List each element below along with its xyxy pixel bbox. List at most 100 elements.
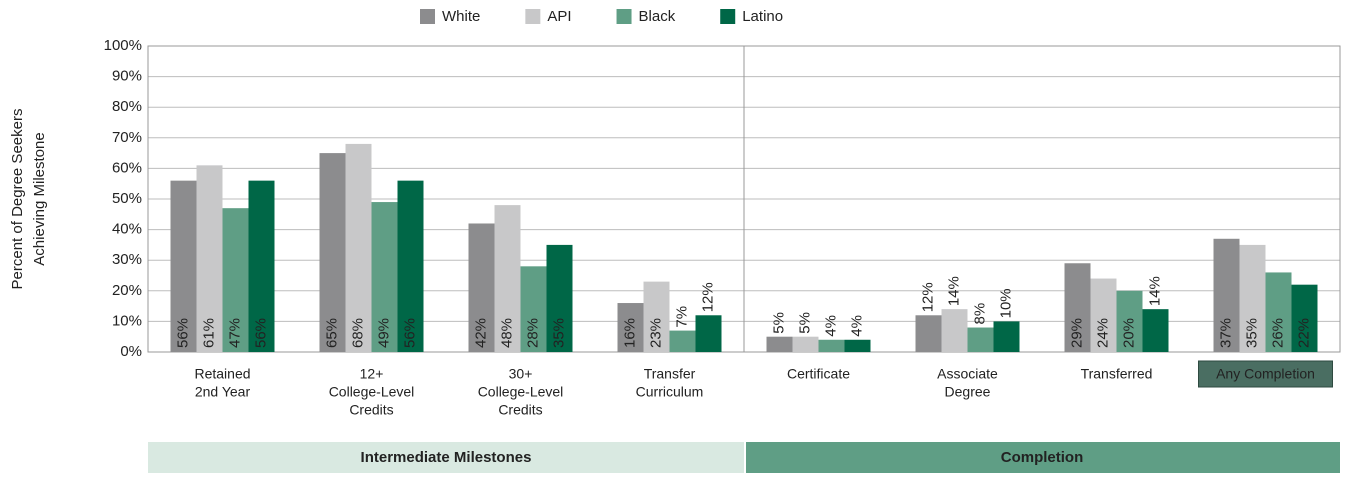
value-label: 23% xyxy=(647,318,664,348)
y-tick-label: 40% xyxy=(112,221,142,238)
value-label: 4% xyxy=(822,315,839,337)
value-label: 56% xyxy=(252,318,269,348)
x-tick-label: Transfer xyxy=(644,366,696,382)
bar xyxy=(520,266,547,352)
x-tick-label: Associate xyxy=(937,366,998,382)
x-tick-label: Transferred xyxy=(1081,366,1153,382)
bar xyxy=(818,339,845,352)
value-label: 65% xyxy=(323,318,340,348)
bar xyxy=(792,336,819,352)
x-tick-label: Curriculum xyxy=(636,384,704,400)
value-label: 28% xyxy=(524,318,541,348)
x-tick-label: Credits xyxy=(498,402,542,418)
bar xyxy=(1213,238,1240,352)
legend-swatch xyxy=(720,9,736,24)
x-tick-label: Any Completion xyxy=(1216,366,1315,382)
group-label: Intermediate Milestones xyxy=(361,449,532,466)
value-label: 8% xyxy=(971,303,988,325)
value-label: 48% xyxy=(498,318,515,348)
value-label: 24% xyxy=(1094,318,1111,348)
legend-swatch xyxy=(616,9,632,24)
x-tick-label: Retained xyxy=(194,366,250,382)
x-tick-label: College-Level xyxy=(329,384,415,400)
value-label: 29% xyxy=(1068,318,1085,348)
y-tick-label: 0% xyxy=(120,343,142,360)
value-label: 37% xyxy=(1217,318,1234,348)
y-tick-label: 50% xyxy=(112,190,142,207)
value-label: 42% xyxy=(472,318,489,348)
legend-swatch xyxy=(420,9,435,24)
bar xyxy=(397,180,424,352)
y-tick-label: 30% xyxy=(112,251,142,268)
value-label: 12% xyxy=(699,282,716,312)
value-label: 12% xyxy=(919,282,936,312)
value-label: 22% xyxy=(1295,318,1312,348)
bar xyxy=(1291,284,1318,352)
group-band xyxy=(148,442,744,473)
bar xyxy=(617,303,644,352)
bar xyxy=(468,223,495,352)
legend-label: Latino xyxy=(742,8,783,25)
bar xyxy=(1116,290,1143,352)
y-tick-label: 60% xyxy=(112,159,142,176)
group-label: Completion xyxy=(1001,449,1084,466)
value-label: 49% xyxy=(375,318,392,348)
bar xyxy=(222,208,249,352)
value-label: 14% xyxy=(1146,276,1163,306)
bar xyxy=(345,143,372,352)
bar xyxy=(248,180,275,352)
value-label: 20% xyxy=(1120,318,1137,348)
category-highlight xyxy=(1198,360,1333,388)
value-label: 5% xyxy=(796,312,813,334)
group-band xyxy=(746,442,1340,473)
bar xyxy=(941,309,968,352)
value-label: 47% xyxy=(226,318,243,348)
x-tick-label: 2nd Year xyxy=(195,384,251,400)
bar xyxy=(993,321,1020,352)
bar xyxy=(546,244,573,352)
y-tick-label: 100% xyxy=(104,37,142,54)
value-label: 68% xyxy=(349,318,366,348)
value-label: 14% xyxy=(945,276,962,306)
value-label: 16% xyxy=(621,318,638,348)
legend-swatch xyxy=(525,9,541,24)
bar xyxy=(844,339,871,352)
legend-label: White xyxy=(442,8,480,25)
value-label: 56% xyxy=(174,318,191,348)
bar xyxy=(915,315,942,352)
x-tick-label: Credits xyxy=(349,402,393,418)
value-label: 35% xyxy=(550,318,567,348)
bar xyxy=(766,336,793,352)
y-tick-label: 90% xyxy=(112,68,142,85)
value-label: 10% xyxy=(997,288,1014,318)
y-tick-label: 10% xyxy=(112,312,142,329)
bar xyxy=(1090,278,1117,352)
x-tick-label: Certificate xyxy=(787,366,850,382)
y-tick-label: 20% xyxy=(112,282,142,299)
bar xyxy=(1265,272,1292,352)
x-tick-label: 12+ xyxy=(360,366,384,382)
x-tick-label: Degree xyxy=(945,384,991,400)
value-label: 61% xyxy=(200,318,217,348)
value-label: 5% xyxy=(770,312,787,334)
bar xyxy=(1239,244,1266,352)
legend-label: Black xyxy=(639,8,676,25)
value-label: 26% xyxy=(1269,318,1286,348)
bar xyxy=(669,330,696,352)
bar xyxy=(170,180,197,352)
y-axis-label: Percent of Degree Seekers xyxy=(9,109,26,290)
x-tick-label: 30+ xyxy=(509,366,533,382)
legend-label: API xyxy=(547,8,571,25)
bar xyxy=(319,153,346,352)
y-axis-label: Achieving Milestone xyxy=(31,132,48,265)
y-tick-label: 70% xyxy=(112,129,142,146)
value-label: 56% xyxy=(401,318,418,348)
value-label: 4% xyxy=(848,315,865,337)
bar xyxy=(967,327,994,352)
bar xyxy=(643,281,670,352)
bar xyxy=(1142,309,1169,352)
value-label: 7% xyxy=(673,306,690,328)
x-tick-label: College-Level xyxy=(478,384,564,400)
bar xyxy=(695,315,722,352)
